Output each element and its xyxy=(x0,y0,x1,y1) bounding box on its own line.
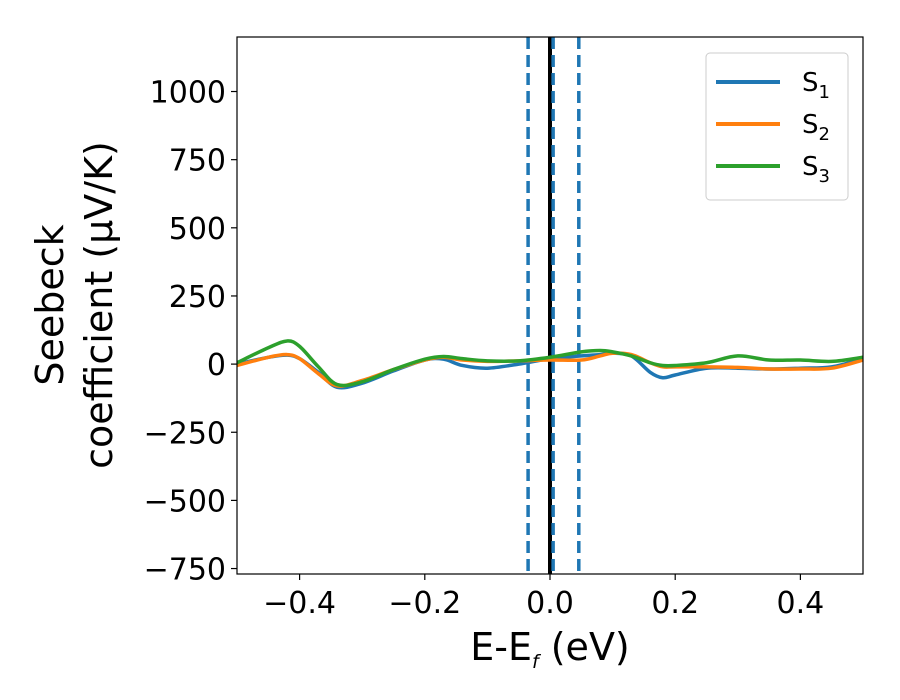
x-tick-label: 0.2 xyxy=(651,586,699,621)
legend-label-S3: S3 xyxy=(802,152,830,187)
legend: S1 S2 S3 xyxy=(705,52,849,201)
series-lines xyxy=(237,339,863,390)
y-tick-label: −250 xyxy=(144,416,226,451)
x-tick-label: −0.4 xyxy=(263,586,336,621)
y-tick-label: 750 xyxy=(169,144,226,179)
series-line-S3 xyxy=(237,339,863,388)
y-axis-title-line1: Seebeck xyxy=(28,224,72,385)
x-tick-label: 0.0 xyxy=(526,586,574,621)
y-axis-title-line2: coefficient (μV/K) xyxy=(77,141,121,469)
x-tick-label: −0.2 xyxy=(388,586,461,621)
x-tick-label: 0.4 xyxy=(777,586,825,621)
y-tick-label: 250 xyxy=(169,280,226,315)
y-tick-label: 1000 xyxy=(150,76,226,111)
x-axis-ticks: −0.4 −0.2 0.0 0.2 0.4 xyxy=(263,574,824,621)
vertical-reference-lines xyxy=(526,37,581,574)
x-axis-title: E-Ef (eV) xyxy=(470,625,630,673)
legend-label-S1: S1 xyxy=(802,68,830,103)
y-tick-label: −750 xyxy=(144,553,226,588)
y-tick-label: 0 xyxy=(207,348,226,383)
legend-box xyxy=(705,52,849,201)
y-axis-title: Seebeck coefficient (μV/K) xyxy=(28,141,121,469)
y-axis-ticks: −750 −500 −250 0 250 500 750 1000 xyxy=(144,76,237,588)
legend-label-S2: S2 xyxy=(802,110,830,145)
y-tick-label: −500 xyxy=(144,484,226,519)
series-line-S2 xyxy=(237,351,863,388)
y-tick-label: 500 xyxy=(169,212,226,247)
